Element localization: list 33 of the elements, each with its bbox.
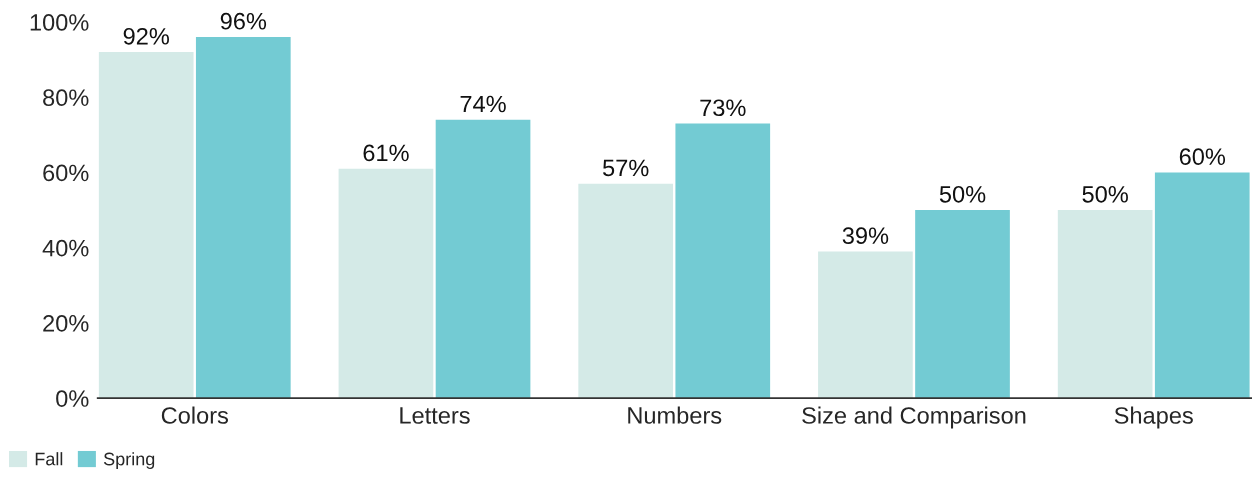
y-tick-label: 40% <box>42 239 89 257</box>
y-tick-label: 20% <box>43 315 89 332</box>
legend-label: Fall <box>35 452 63 466</box>
bar <box>1057 210 1153 399</box>
y-tick-label: 60% <box>43 164 89 182</box>
x-tick-label: Colors <box>161 406 229 424</box>
data-label: 50% <box>939 185 986 203</box>
x-tick-label: Shapes <box>1114 406 1193 429</box>
bar <box>435 119 531 399</box>
bar <box>1154 172 1250 399</box>
bar <box>818 251 913 399</box>
data-label: 57% <box>603 159 649 177</box>
data-label: 74% <box>460 95 506 113</box>
data-label: 60% <box>1179 148 1226 166</box>
y-tick-label: 80% <box>43 89 89 107</box>
data-label: 61% <box>363 144 409 162</box>
data-label: 92% <box>123 27 169 45</box>
bar <box>578 183 674 399</box>
y-tick-label: 100% <box>30 14 89 31</box>
bar <box>195 37 291 399</box>
legend-label: Spring <box>103 452 155 469</box>
x-tick-label: Letters <box>400 407 470 424</box>
data-label: 96% <box>220 12 267 30</box>
y-tick-label: 0% <box>56 390 89 407</box>
x-tick-label: Numbers <box>628 406 722 424</box>
bar <box>98 52 194 399</box>
bar <box>915 210 1010 399</box>
data-label: 73% <box>700 99 746 117</box>
bar <box>338 168 434 399</box>
data-label: 39% <box>842 227 889 245</box>
data-label: 50% <box>1082 185 1128 203</box>
x-tick-label: Size and Comparison <box>802 406 1026 429</box>
bar <box>675 123 771 399</box>
